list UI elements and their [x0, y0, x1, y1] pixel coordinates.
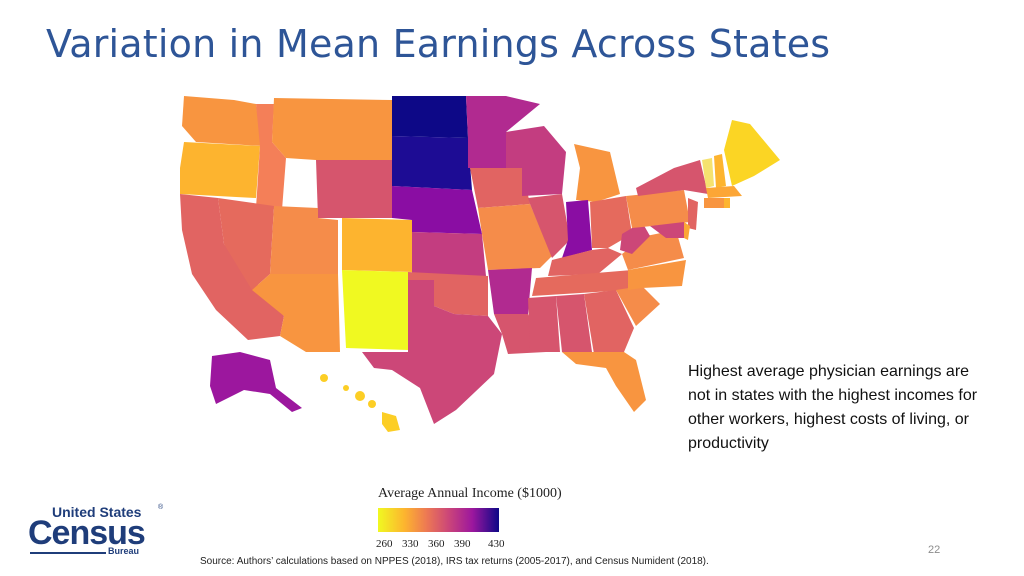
state-maryland	[650, 222, 686, 238]
hawaii-island-4	[368, 400, 376, 408]
state-nebraska	[392, 186, 482, 234]
state-connecticut	[704, 198, 724, 208]
state-florida	[562, 352, 646, 412]
state-new-jersey	[688, 198, 698, 230]
state-oregon	[180, 142, 260, 198]
legend-gradient-bar	[378, 508, 499, 532]
state-delaware	[684, 222, 690, 240]
legend-tick: 260	[376, 538, 393, 550]
state-nevada	[218, 198, 274, 290]
state-hawaii	[320, 374, 400, 432]
logo-rule	[30, 552, 106, 554]
state-new-york	[636, 160, 708, 196]
source-citation: Source: Authors’ calculations based on N…	[200, 556, 709, 567]
state-california	[180, 194, 284, 340]
state-montana	[272, 98, 392, 160]
state-georgia	[584, 290, 634, 354]
us-choropleth-map	[180, 96, 780, 432]
state-new-hampshire	[714, 154, 726, 188]
state-virginia	[622, 230, 684, 270]
state-alaska	[210, 352, 302, 412]
legend-ticks: 260 330 360 390 430	[376, 538, 578, 552]
state-missouri	[478, 204, 552, 270]
slide-title: Variation in Mean Earnings Across States	[46, 22, 831, 66]
state-tennessee	[532, 270, 632, 296]
state-wyoming	[316, 160, 396, 218]
state-idaho	[256, 104, 286, 210]
state-ohio	[590, 196, 632, 248]
state-minnesota	[466, 96, 540, 168]
state-pennsylvania	[626, 190, 690, 228]
state-north-dakota	[392, 96, 468, 138]
state-new-mexico	[342, 270, 408, 350]
census-bureau-logo: United States ® Census Bureau	[24, 500, 164, 562]
legend-tick: 390	[454, 538, 471, 550]
state-alabama	[556, 294, 592, 352]
state-indiana	[562, 200, 592, 258]
logo-registered-mark: ®	[158, 504, 164, 511]
legend-tick: 430	[488, 538, 505, 550]
state-utah	[270, 206, 338, 274]
hawaii-island-1	[320, 374, 328, 382]
annotation-text: Highest average physician earnings are n…	[688, 363, 978, 452]
state-rhode-island	[724, 198, 730, 208]
state-arizona	[252, 274, 340, 352]
state-west-virginia	[620, 222, 650, 254]
state-massachusetts	[706, 186, 742, 198]
state-north-carolina	[628, 260, 686, 290]
hawaii-island-3	[355, 391, 365, 401]
hawaii-island-5	[382, 412, 400, 432]
hawaii-island-2	[343, 385, 349, 391]
state-colorado	[342, 218, 412, 272]
state-michigan	[574, 144, 620, 202]
color-legend: Average Annual Income ($1000) 260 330 36…	[372, 486, 612, 554]
state-south-dakota	[392, 136, 472, 190]
legend-tick: 330	[402, 538, 419, 550]
logo-census: Census	[28, 514, 146, 552]
logo-united-states: United States	[52, 504, 142, 520]
page-number: 22	[928, 544, 941, 556]
state-washington	[182, 96, 262, 146]
state-kentucky	[548, 248, 622, 276]
state-iowa	[470, 168, 530, 208]
state-illinois	[528, 194, 570, 258]
state-kansas	[412, 232, 486, 276]
legend-title: Average Annual Income ($1000)	[378, 486, 562, 501]
logo-bureau: Bureau	[108, 546, 140, 556]
state-arkansas	[488, 268, 532, 314]
legend-tick: 360	[428, 538, 445, 550]
state-oklahoma	[408, 272, 488, 316]
state-maine	[724, 120, 780, 186]
state-texas	[362, 280, 502, 424]
state-vermont	[702, 158, 714, 188]
state-south-carolina	[616, 286, 660, 326]
state-mississippi	[528, 296, 560, 352]
state-wisconsin	[506, 126, 566, 196]
